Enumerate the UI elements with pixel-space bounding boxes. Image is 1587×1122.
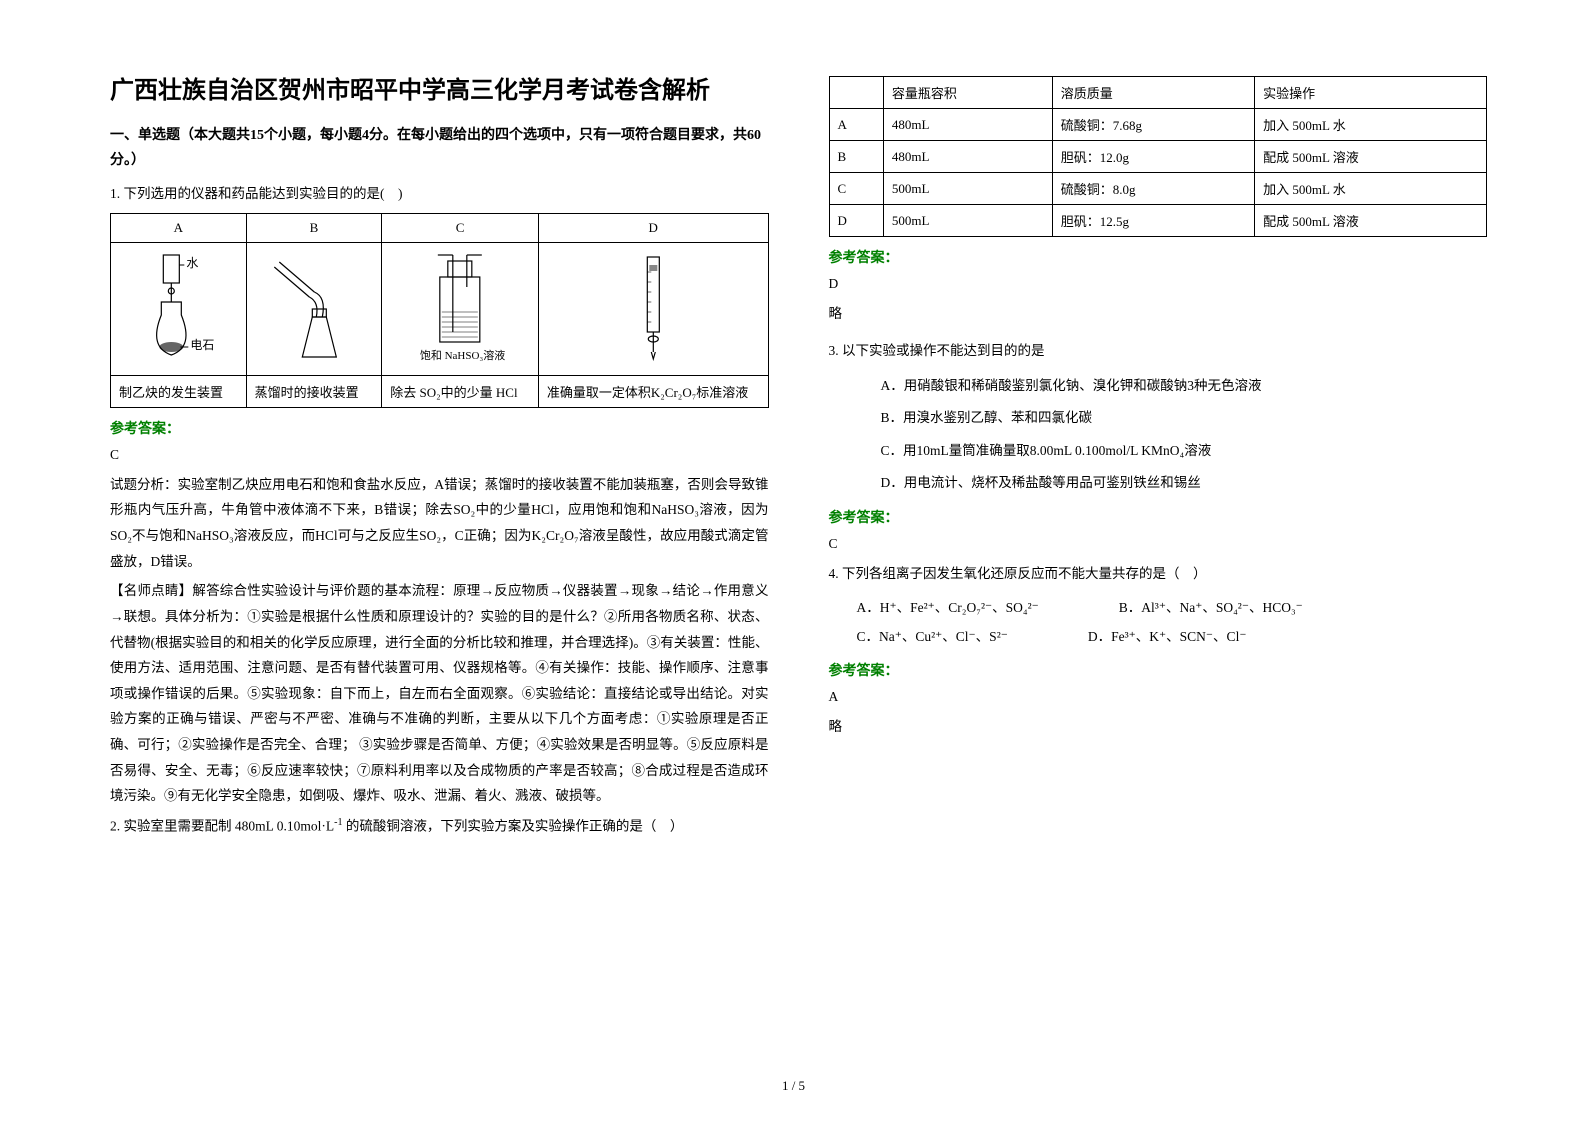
q2-r2-2: 硫酸铜：8.0g bbox=[1052, 173, 1254, 205]
q2-r2-1: 500mL bbox=[883, 173, 1052, 205]
q2-r0-2: 硫酸铜：7.68g bbox=[1052, 109, 1254, 141]
q1-answer-label: 参考答案： bbox=[110, 418, 769, 438]
q2-r2-3: 加入 500mL 水 bbox=[1255, 173, 1487, 205]
q1-stem: 1. 下列选用的仪器和药品能达到实验目的的是( ) bbox=[110, 181, 769, 207]
q1-analysis: 试题分析：实验室制乙炔应用电石和饱和食盐水反应，A错误；蒸馏时的接收装置不能加装… bbox=[110, 472, 769, 575]
q2-r0-1: 480mL bbox=[883, 109, 1052, 141]
page-number: 1 / 5 bbox=[0, 1078, 1587, 1094]
q2-answer: D bbox=[829, 271, 1488, 297]
q2-r1-1: 480mL bbox=[883, 141, 1052, 173]
q4-opt-c: C．Na⁺、Cu²⁺、Cl⁻、S²⁻ bbox=[857, 622, 1008, 652]
q2-brief: 略 bbox=[829, 301, 1488, 327]
q3-answer-label: 参考答案： bbox=[829, 507, 1488, 527]
q2-th-3: 实验操作 bbox=[1255, 77, 1487, 109]
q1-r2-a: 制乙炔的发生装置 bbox=[111, 376, 247, 408]
q1-r2-d: 准确量取一定体积K₂Cr₂O₇标准溶液 bbox=[538, 376, 768, 408]
q1-r2-c: 除去 SO₂中的少量 HCl bbox=[382, 376, 539, 408]
q2-r2-0: C bbox=[829, 173, 883, 205]
q2-r3-3: 配成 500mL 溶液 bbox=[1255, 205, 1487, 237]
q2-r3-2: 胆矾：12.5g bbox=[1052, 205, 1254, 237]
q3-answer: C bbox=[829, 531, 1488, 557]
q1-h-a: A bbox=[111, 214, 247, 243]
q1-device-b bbox=[246, 243, 382, 376]
right-column: 容量瓶容积 溶质质量 实验操作 A 480mL 硫酸铜：7.68g 加入 500… bbox=[829, 70, 1488, 845]
device-b-svg bbox=[251, 247, 378, 367]
q1-h-c: C bbox=[382, 214, 539, 243]
q3-opt-c: C．用10mL量筒准确量取8.00mL 0.100mol/L KMnO₄溶液 bbox=[829, 435, 1488, 467]
device-c-svg: 饱和 NaHSO₃溶液 bbox=[386, 247, 534, 367]
q1-device-c: 饱和 NaHSO₃溶液 bbox=[382, 243, 539, 376]
label-calcium-carbide: 电石 bbox=[190, 338, 214, 352]
q2-r1-3: 配成 500mL 溶液 bbox=[1255, 141, 1487, 173]
page-title: 广西壮族自治区贺州市昭平中学高三化学月考试卷含解析 bbox=[110, 70, 769, 105]
left-column: 广西壮族自治区贺州市昭平中学高三化学月考试卷含解析 一、单选题（本大题共15个小… bbox=[110, 70, 769, 845]
label-nahso3: 饱和 NaHSO₃溶液 bbox=[420, 348, 505, 362]
section-heading: 一、单选题（本大题共15个小题，每小题4分。在每小题给出的四个选项中，只有一项符… bbox=[110, 123, 769, 173]
q2-r1-0: B bbox=[829, 141, 883, 173]
q1-table: A B C D 水 bbox=[110, 213, 769, 408]
q2-r3-0: D bbox=[829, 205, 883, 237]
q1-device-d bbox=[538, 243, 768, 376]
q1-answer: C bbox=[110, 442, 769, 468]
q3-opt-a: A．用硝酸银和稀硝酸鉴别氯化钠、溴化钾和碳酸钠3种无色溶液 bbox=[829, 370, 1488, 402]
q4-stem: 4. 下列各组离子因发生氧化还原反应而不能大量共存的是（ ） bbox=[829, 561, 1488, 587]
q2-r0-3: 加入 500mL 水 bbox=[1255, 109, 1487, 141]
q2-th-1: 容量瓶容积 bbox=[883, 77, 1052, 109]
q1-h-d: D bbox=[538, 214, 768, 243]
q3-opt-d: D．用电流计、烧杯及稀盐酸等用品可鉴别铁丝和锡丝 bbox=[829, 467, 1488, 499]
q4-opt-d: D．Fe³⁺、K⁺、SCN⁻、Cl⁻ bbox=[1088, 622, 1247, 652]
q1-r2-b: 蒸馏时的接收装置 bbox=[246, 376, 382, 408]
q2-th-0 bbox=[829, 77, 883, 109]
q1-device-a: 水 电石 bbox=[111, 243, 247, 376]
q2-stem-a: 2. 实验室里需要配制 480mL 0.10mol·L bbox=[110, 818, 334, 833]
q1-h-b: B bbox=[246, 214, 382, 243]
q2-answer-label: 参考答案： bbox=[829, 247, 1488, 267]
q2-table: 容量瓶容积 溶质质量 实验操作 A 480mL 硫酸铜：7.68g 加入 500… bbox=[829, 76, 1488, 237]
device-d-svg bbox=[543, 247, 764, 367]
q2-stem-b: 的硫酸铜溶液，下列实验方案及实验操作正确的是（ ） bbox=[343, 818, 684, 833]
q3-stem: 3. 以下实验或操作不能达到目的的是 bbox=[829, 338, 1488, 364]
q2-th-2: 溶质质量 bbox=[1052, 77, 1254, 109]
q4-brief: 略 bbox=[829, 714, 1488, 740]
q4-opt-b: B．Al³⁺、Na⁺、SO₄²⁻、HCO₃⁻ bbox=[1119, 593, 1303, 623]
q2-r3-1: 500mL bbox=[883, 205, 1052, 237]
q4-opt-a: A．H⁺、Fe²⁺、Cr₂O₇²⁻、SO₄²⁻ bbox=[857, 593, 1039, 623]
q4-answer-label: 参考答案： bbox=[829, 660, 1488, 680]
q4-answer: A bbox=[829, 684, 1488, 710]
q2-r0-0: A bbox=[829, 109, 883, 141]
label-water: 水 bbox=[186, 256, 198, 270]
q3-opt-b: B．用溴水鉴别乙醇、苯和四氯化碳 bbox=[829, 402, 1488, 434]
q2-stem: 2. 实验室里需要配制 480mL 0.10mol·L-1 的硫酸铜溶液，下列实… bbox=[110, 813, 769, 839]
q2-r1-2: 胆矾：12.0g bbox=[1052, 141, 1254, 173]
q1-tip: 【名师点睛】解答综合性实验设计与评价题的基本流程：原理→反应物质→仪器装置→现象… bbox=[110, 578, 769, 809]
device-a-svg: 水 电石 bbox=[115, 247, 242, 367]
